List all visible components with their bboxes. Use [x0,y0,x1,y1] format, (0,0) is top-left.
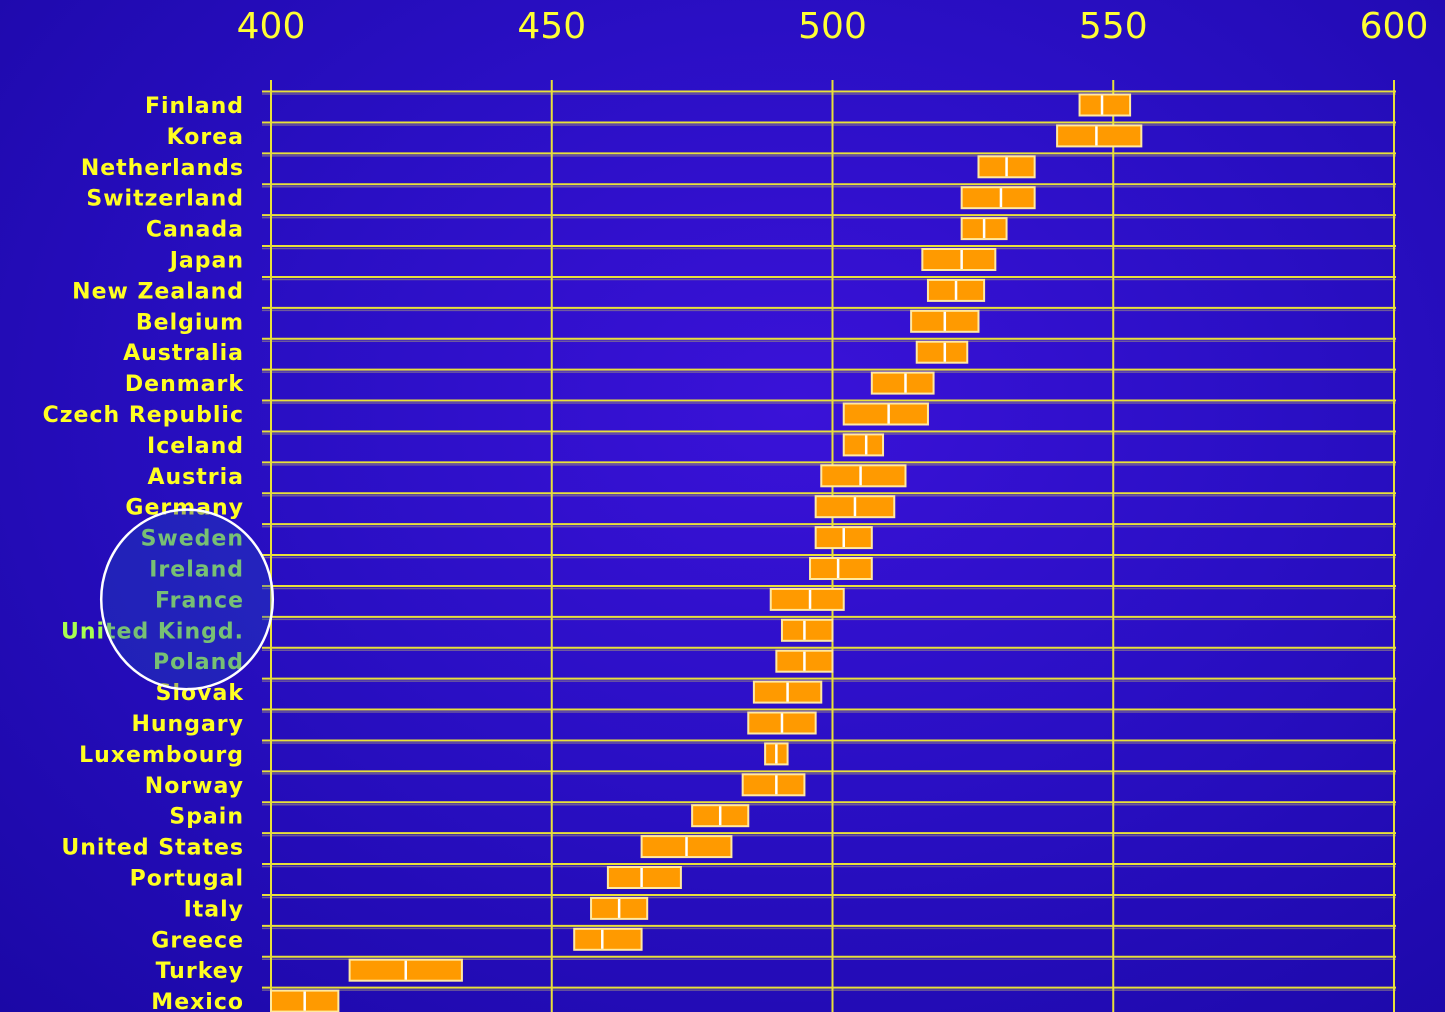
category-label: Portugal [130,867,244,892]
bar-japan [921,248,997,271]
category-label: United States [61,836,244,861]
x-tick-label: 600 [1360,6,1429,47]
bar-ireland [809,557,873,580]
category-label: Belgium [136,310,244,335]
bar-norway [741,773,806,797]
x-tick-label: 450 [517,6,586,47]
category-label: New Zealand [72,279,244,304]
bar-range [870,371,935,395]
bar-layer [270,93,1143,1012]
bar-austria [820,464,907,488]
bar-spain [691,804,750,828]
bar-range [741,773,806,797]
bar-range [809,557,873,580]
category-label: Finland [145,94,244,119]
category-label: Netherlands [81,156,244,181]
category-label: Czech Republic [43,403,244,428]
category-label: Spain [169,805,244,830]
category-label: Slovak [156,681,245,706]
bar-denmark [870,371,935,395]
category-label: Iceland [147,434,244,459]
bar-poland [775,649,834,673]
bar-sweden [814,526,873,550]
category-label: Ireland [149,558,244,583]
x-tick-label: 400 [237,6,306,47]
bar-range [820,464,907,488]
bar-range [960,186,1036,210]
x-axis-ticks: 400 450 500 550 600 [237,6,1429,47]
bar-switzerland [960,186,1036,210]
bar-belgium [910,309,980,333]
category-label: Mexico [151,990,244,1012]
bar-new-zealand [926,278,986,302]
bar-slovak [752,680,823,704]
category-label: Canada [146,218,244,243]
category-label: Italy [184,897,244,922]
bar-australia [915,340,969,364]
category-label: Germany [125,496,244,521]
category-label: France [155,588,244,613]
category-label: Greece [151,928,244,953]
bar-hungary [747,711,817,735]
category-label: Austria [147,465,244,490]
bar-france [769,587,845,611]
grid-layer [262,80,1396,1012]
highlight-circle [99,508,275,691]
bar-finland [1078,93,1132,117]
bar-iceland [842,433,885,457]
category-label: Korea [167,125,244,150]
highlight-layer [99,508,275,691]
bar-range [1056,124,1143,148]
bar-range [842,433,885,457]
bar-luxembourg [764,742,789,766]
category-label: Australia [123,341,244,366]
category-label: Luxembourg [79,743,244,768]
bar-united-kingd- [780,618,834,642]
bar-greece [573,927,643,951]
category-label: Turkey [156,959,244,984]
bar-range [921,248,997,271]
x-tick-label: 500 [798,6,867,47]
bar-canada [960,217,1008,241]
bar-czech-republic [842,402,929,426]
bar-range [780,618,834,642]
bar-range [769,587,845,611]
bar-portugal [606,866,682,889]
bar-range [915,340,969,364]
bar-range [842,402,929,426]
bar-united-states [640,835,733,859]
bar-germany [814,495,896,519]
category-label: Sweden [141,527,244,552]
category-label: Switzerland [86,187,244,212]
bar-italy [590,896,649,920]
category-label: Japan [168,249,244,274]
x-tick-label: 550 [1079,6,1148,47]
bar-range [606,866,682,889]
bar-turkey [348,958,463,982]
category-label: Denmark [125,372,244,397]
bar-korea [1056,124,1143,148]
category-label: United Kingd. [61,619,244,644]
country-labels: Finland Korea Netherlands Switzerland Canada… [43,94,245,1012]
category-label: Hungary [131,712,244,737]
category-label: Poland [153,650,244,675]
bar-netherlands [977,155,1036,179]
category-label: Norway [145,774,244,799]
bar-mexico [270,989,340,1012]
bar-range [573,927,643,951]
bar-range [1078,93,1132,117]
